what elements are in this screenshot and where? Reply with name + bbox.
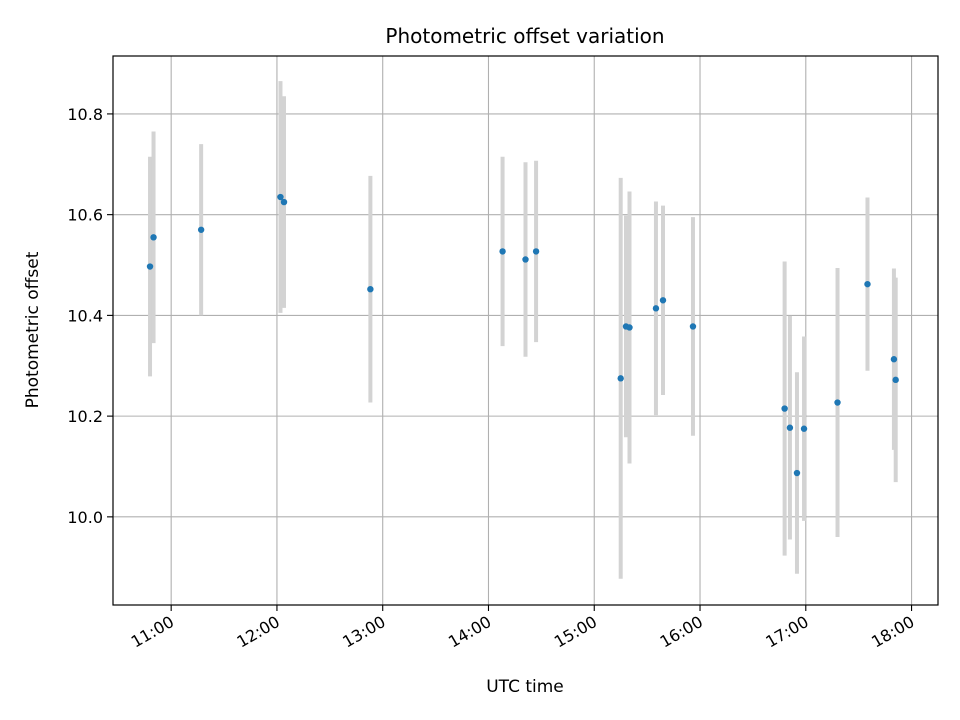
data-point [280,198,288,206]
data-point [864,280,871,288]
data-point [522,256,529,263]
data-point [277,193,284,201]
data-point [367,285,374,293]
data-point [689,323,697,330]
data-point [146,263,154,270]
data-point [197,226,205,233]
data-point [617,375,624,382]
data-point [786,424,794,431]
plot-frame [112,55,939,606]
data-point [532,248,540,255]
data-point [499,248,506,255]
data-point [834,399,841,406]
data-point [793,469,801,477]
data-point [781,405,788,412]
y-tick-label: 10.4 [67,306,103,325]
data-point [890,356,898,363]
data-point [800,425,808,432]
data-point [626,324,633,331]
x-axis-label: UTC time [486,677,564,697]
y-tick-label: 10.0 [67,508,103,527]
y-axis-ticks: 10.0 10.2 10.4 10.6 10.8 [67,105,113,527]
data-point [150,234,157,241]
y-axis-label: Photometric offset [23,251,43,408]
data-point [892,376,899,384]
y-tick-label: 10.2 [67,407,103,426]
chart-title: Photometric offset variation [385,24,664,48]
data-point [652,305,660,312]
y-tick-label: 10.6 [67,206,103,225]
y-tick-label: 10.8 [67,105,103,124]
data-points [146,193,899,477]
data-point [659,297,667,304]
